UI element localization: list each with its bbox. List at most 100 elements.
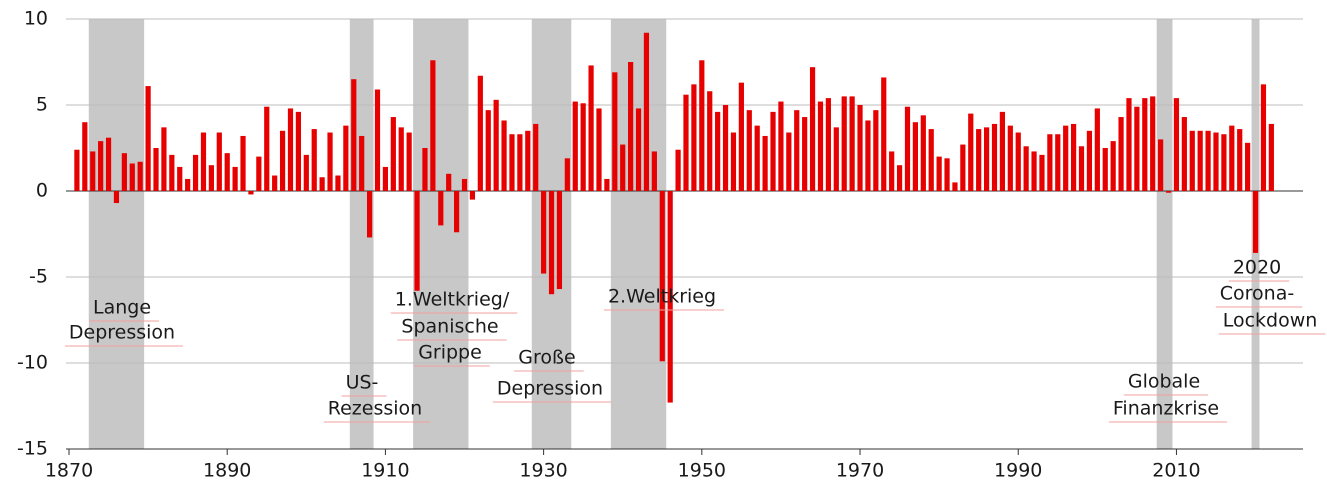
bar	[754, 125, 760, 191]
x-tick-label: 1970	[836, 460, 884, 482]
bar	[1189, 130, 1195, 191]
bar	[382, 166, 389, 191]
bar	[572, 101, 578, 191]
bar	[161, 127, 167, 191]
bar	[485, 110, 491, 191]
bar	[904, 106, 911, 191]
bar	[715, 111, 721, 191]
bar	[809, 67, 816, 191]
band-label: 2.Weltkrieg	[608, 286, 716, 308]
y-tick-label: 0	[36, 180, 48, 202]
bar	[74, 149, 80, 191]
bar	[778, 101, 784, 191]
bar	[699, 60, 705, 191]
band-label: Lockdown	[1223, 310, 1318, 332]
x-tick-label: 1910	[361, 460, 409, 482]
bar	[216, 132, 222, 191]
bar	[137, 161, 143, 191]
band-label: Finanzkrise	[1113, 398, 1219, 420]
bar	[580, 103, 586, 191]
bar	[311, 129, 317, 191]
bar	[1245, 142, 1251, 191]
bar	[105, 137, 112, 191]
bar	[446, 173, 452, 191]
bar	[414, 191, 420, 291]
bar	[98, 141, 104, 191]
bar	[454, 191, 460, 233]
bar	[177, 166, 183, 191]
y-tick-label: -15	[17, 438, 48, 460]
bar	[762, 135, 768, 191]
bar	[817, 101, 824, 191]
bar	[153, 148, 159, 191]
bar	[525, 130, 531, 191]
bar	[1260, 84, 1267, 191]
bar	[501, 120, 507, 191]
bar	[889, 151, 895, 191]
bar	[960, 144, 966, 191]
bar	[976, 129, 982, 191]
bar	[1039, 154, 1045, 191]
bar	[240, 135, 246, 191]
bar	[683, 94, 689, 191]
bar	[1142, 98, 1148, 191]
bar	[469, 191, 476, 200]
band-label: Corona-	[1220, 283, 1294, 305]
bar	[659, 191, 665, 362]
bar	[398, 127, 404, 191]
bar	[833, 127, 839, 191]
bar	[1007, 125, 1013, 191]
bar	[841, 96, 847, 191]
bar	[1023, 146, 1029, 191]
bar	[272, 175, 278, 191]
bar	[896, 165, 903, 191]
bar	[303, 154, 309, 191]
bar	[430, 60, 436, 191]
bar	[1086, 130, 1093, 191]
bar	[208, 165, 214, 191]
recession-band	[1156, 19, 1173, 449]
bar	[1237, 129, 1243, 191]
bar	[224, 153, 230, 191]
bar	[1229, 125, 1235, 191]
bar	[620, 144, 626, 191]
y-tick-label: 5	[36, 94, 48, 116]
band-label: Große	[518, 347, 575, 369]
bar	[1221, 134, 1227, 191]
bar	[113, 191, 120, 204]
bar	[374, 89, 381, 191]
bar	[991, 123, 998, 191]
bar	[865, 120, 871, 191]
band-label: Globale	[1128, 371, 1200, 393]
band-label: Depression	[69, 322, 175, 344]
bar	[651, 151, 657, 191]
band-label: Lange	[93, 297, 151, 319]
y-tick-label: -5	[29, 266, 48, 288]
bar	[730, 132, 737, 191]
bar	[912, 122, 918, 191]
bar	[1268, 123, 1274, 191]
bar	[422, 148, 428, 191]
bar	[1213, 132, 1219, 191]
bar	[920, 115, 926, 191]
bar	[928, 129, 934, 191]
bar	[1055, 134, 1061, 191]
bar	[1173, 98, 1180, 191]
bar	[533, 123, 539, 191]
bar	[675, 149, 681, 191]
bar	[635, 108, 642, 191]
bar	[564, 158, 570, 191]
bar	[738, 82, 744, 191]
bar	[944, 158, 950, 191]
bar	[517, 134, 523, 191]
bar	[1126, 98, 1132, 191]
bar	[90, 151, 96, 191]
bar	[351, 79, 357, 191]
bar	[1047, 134, 1053, 191]
bar	[145, 86, 151, 191]
bar	[256, 156, 262, 191]
band-label: Grippe	[418, 342, 482, 364]
bar	[952, 182, 958, 191]
recession-band	[413, 19, 469, 449]
